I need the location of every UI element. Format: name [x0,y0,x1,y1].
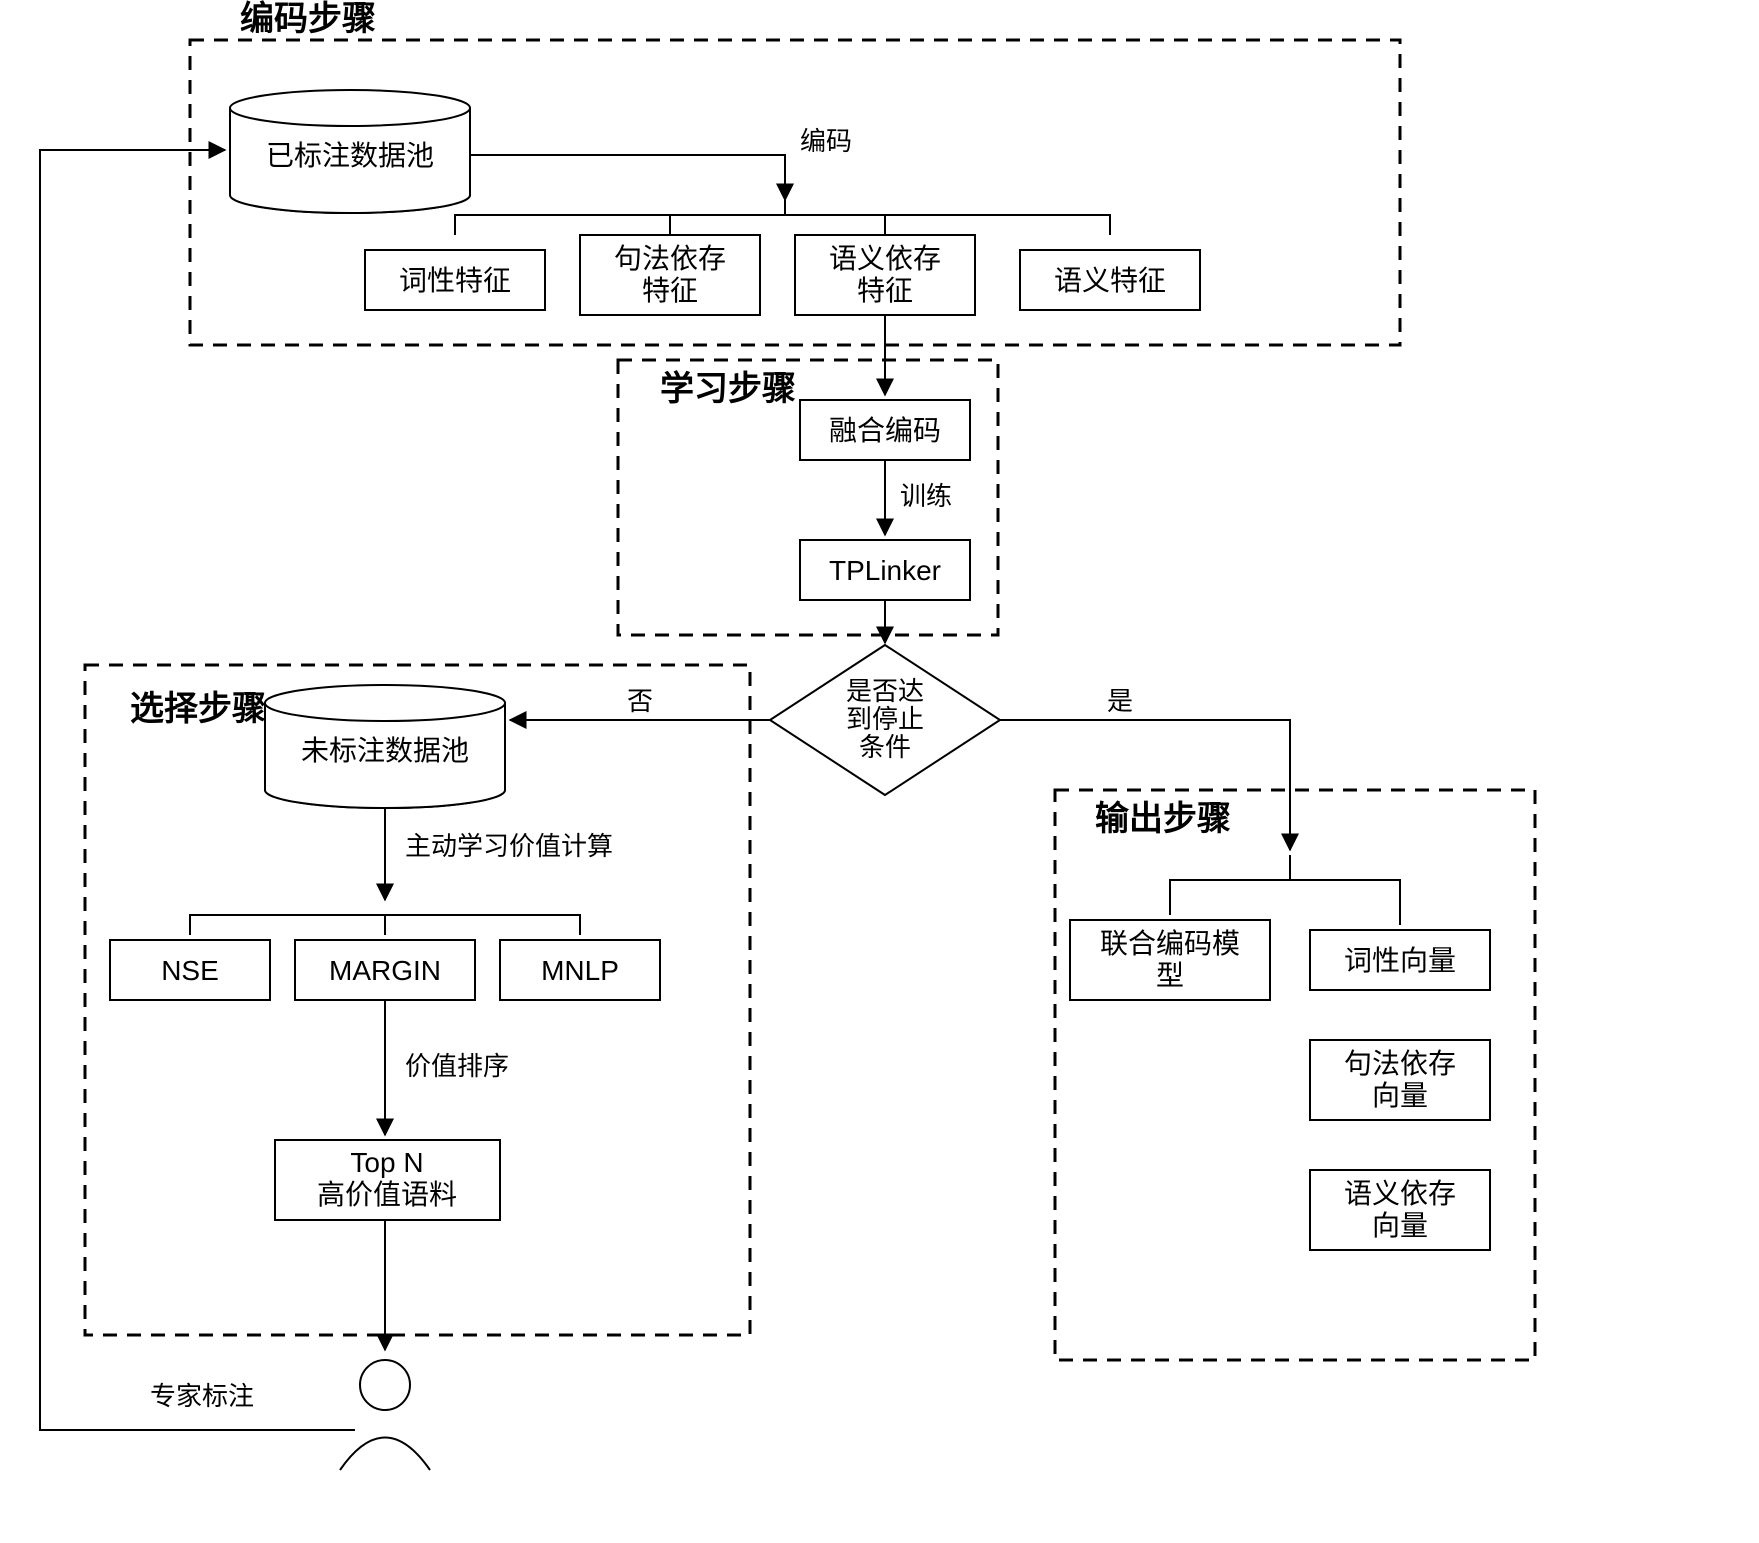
svg-text:词性特征: 词性特征 [399,265,511,296]
svg-text:Top N: Top N [350,1147,423,1178]
svg-text:TPLinker: TPLinker [829,555,941,586]
node-pos-vector: 词性向量 [1310,930,1490,990]
node-syntax-vector: 句法依存 向量 [1310,1040,1490,1120]
svg-text:NSE: NSE [161,955,219,986]
section-output-title: 输出步骤 [1095,800,1231,838]
node-pos-feature: 词性特征 [365,250,545,310]
flowchart-root: 编码步骤 学习步骤 选择步骤 输出步骤 已标注数据池 编码 词性特征 句法依存 … [0,0,1759,1543]
edge-train-label: 训练 [900,481,952,511]
edge-rank-label: 价值排序 [405,1051,509,1081]
svg-text:向量: 向量 [1372,1080,1428,1111]
node-semantic-vector: 语义依存 向量 [1310,1170,1490,1250]
node-nse: NSE [110,940,270,1000]
svg-text:高价值语料: 高价值语料 [317,1179,457,1210]
svg-text:MNLP: MNLP [541,955,619,986]
svg-text:已标注数据池: 已标注数据池 [266,140,434,171]
svg-text:MARGIN: MARGIN [329,955,441,986]
expert-icon [340,1360,430,1470]
edge-yes-label: 是 [1107,686,1133,716]
output-bracket [1170,855,1400,925]
svg-text:句法依存: 句法依存 [1344,1048,1456,1079]
node-semantic-dep-feature: 语义依存 特征 [795,235,975,315]
node-semantic-feature: 语义特征 [1020,250,1200,310]
svg-text:语义依存: 语义依存 [829,243,941,274]
section-encoding-title: 编码步骤 [240,0,376,38]
edge-pool-to-features: 编码 [455,126,1110,235]
edge-no-label: 否 [627,686,653,716]
node-decision: 是否达 到停止 条件 [770,645,1000,795]
svg-text:型: 型 [1156,960,1184,991]
svg-text:未标注数据池: 未标注数据池 [301,735,469,766]
node-joint-model: 联合编码模 型 [1070,920,1270,1000]
section-learning-title: 学习步骤 [660,369,796,408]
node-unlabeled-pool: 未标注数据池 [265,685,505,808]
svg-text:特征: 特征 [857,275,913,306]
edge-active-learning-label: 主动学习价值计算 [405,831,613,861]
node-fused-encoding: 融合编码 [800,400,970,460]
node-mnlp: MNLP [500,940,660,1000]
svg-text:到停止: 到停止 [846,704,924,734]
svg-text:融合编码: 融合编码 [829,415,941,446]
svg-text:是否达: 是否达 [846,676,924,706]
section-selection-title: 选择步骤 [130,690,266,728]
node-topn: Top N 高价值语料 [275,1140,500,1220]
svg-text:句法依存: 句法依存 [614,243,726,274]
node-margin: MARGIN [295,940,475,1000]
edge-expert-label: 专家标注 [150,1381,254,1411]
svg-text:语义依存: 语义依存 [1344,1178,1456,1209]
svg-text:语义特征: 语义特征 [1054,265,1166,296]
node-labeled-pool: 已标注数据池 [230,90,470,213]
svg-text:联合编码模: 联合编码模 [1100,928,1240,959]
svg-text:特征: 特征 [642,275,698,306]
svg-text:条件: 条件 [859,732,911,762]
svg-text:词性向量: 词性向量 [1344,945,1456,976]
svg-text:向量: 向量 [1372,1210,1428,1241]
node-syntax-dep-feature: 句法依存 特征 [580,235,760,315]
svg-text:编码: 编码 [800,126,852,156]
node-tplinker: TPLinker [800,540,970,600]
